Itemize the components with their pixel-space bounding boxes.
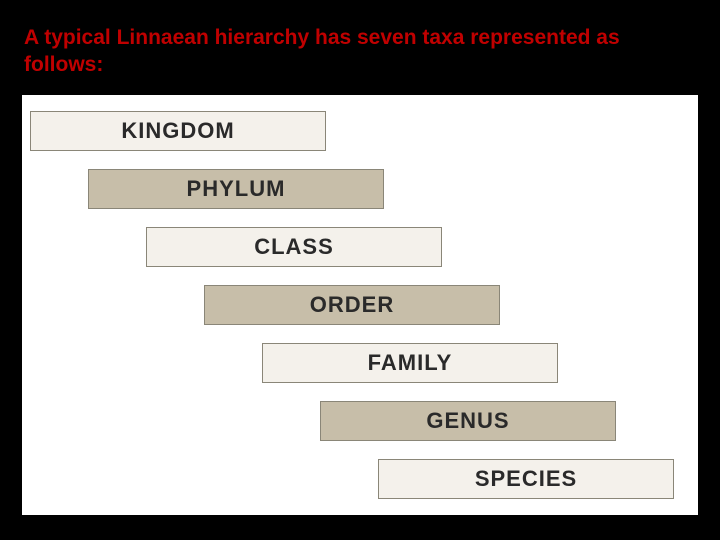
taxon-family: FAMILY [262,343,558,383]
hierarchy-diagram: KINGDOM PHYLUM CLASS ORDER FAMILY GENUS … [22,95,698,515]
taxon-phylum: PHYLUM [88,169,384,209]
taxon-kingdom: KINGDOM [30,111,326,151]
taxon-species: SPECIES [378,459,674,499]
taxon-order: ORDER [204,285,500,325]
taxon-class: CLASS [146,227,442,267]
taxon-genus: GENUS [320,401,616,441]
page-title: A typical Linnaean hierarchy has seven t… [0,0,720,87]
